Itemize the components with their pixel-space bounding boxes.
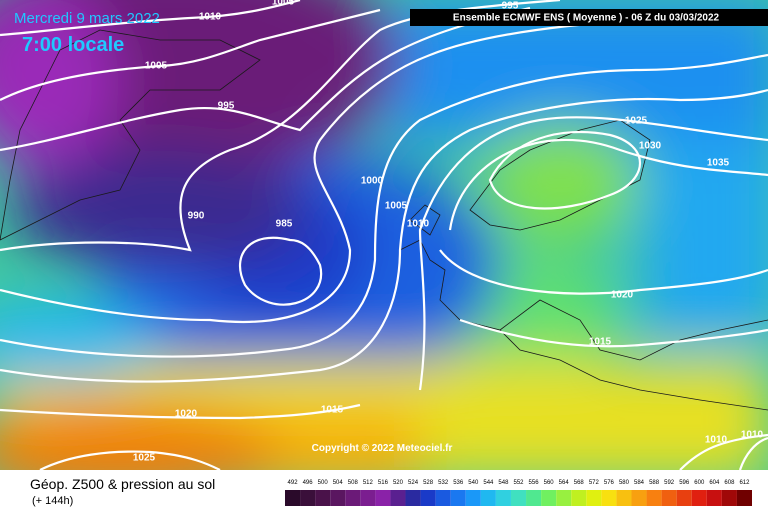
legend-label: 536 [453,480,464,486]
legend-swatch [616,490,632,506]
legend-label: 608 [724,480,735,486]
isobar-label: 1010 [705,435,728,446]
isobar-label: 1005 [385,201,408,212]
legend-swatch [586,490,602,506]
legend-label: 516 [378,480,389,486]
legend-swatch [300,490,316,506]
legend-label: 508 [348,480,359,486]
legend-swatch [435,490,451,506]
legend-swatch [661,490,677,506]
legend-label: 576 [604,480,615,486]
legend-swatch [510,490,527,506]
legend-label: 612 [739,480,750,486]
legend-label: 512 [363,480,374,486]
legend-swatch [676,490,692,506]
isobar-label: 1035 [707,158,730,169]
legend-label: 548 [498,480,509,486]
isobar-label: 1020 [611,290,634,301]
legend-swatch [541,490,557,506]
legend-swatch [495,490,511,506]
isobar-label: 1025 [625,116,648,127]
legend-label: 520 [393,480,404,486]
isobar-label: 1010 [199,12,222,23]
isobar-label: 1025 [133,453,156,464]
model-run: Ensemble ECMWF ENS ( Moyenne ) - 06 Z du… [453,13,720,24]
legend-swatch [691,490,707,506]
isobar-labels: 1005 995 1010 1005 995 990 985 1000 1005 1010 1025… [133,0,764,464]
legend-label: 600 [694,480,705,486]
legend-label: 560 [544,480,555,486]
legend-swatch [571,490,587,506]
legend-swatch [345,490,361,506]
legend-swatch [375,490,391,506]
isobar-label: 1005 [272,0,295,8]
isobar-label: 1030 [639,141,662,152]
legend-label: 556 [529,480,540,486]
legend-label: 604 [709,480,720,486]
legend-swatch [315,490,331,506]
legend-label: 552 [513,480,524,486]
legend-swatch [646,490,662,506]
color-legend: 492 496 500 504 508 512 516 520 524 528 532 536 540 5… [285,480,752,506]
legend-swatch [360,490,376,506]
legend-swatch [390,490,406,506]
isobar-label: 1015 [589,337,612,348]
forecast-time: 7:00 locale [22,34,124,56]
isobar-label: 1010 [407,219,430,230]
footer-subtitle: (+ 144h) [32,495,73,507]
legend-swatch [450,490,466,506]
legend-label: 524 [408,480,419,486]
legend-label: 528 [423,480,434,486]
isobar-label: 1015 [321,405,344,416]
legend-label: 496 [303,480,314,486]
legend-swatch [721,490,737,506]
forecast-date: Mercredi 9 mars 2022 [14,10,160,27]
copyright: Copyright © 2022 Meteociel.fr [312,443,453,454]
legend-label: 592 [664,480,675,486]
legend-swatch [601,490,617,506]
legend-swatch [736,490,752,506]
isobar-label: 995 [502,1,519,12]
model-banner [410,9,768,26]
legend-swatch [285,490,301,506]
footer-title: Géop. Z500 & pression au sol [30,476,215,492]
isobar-label: 1005 [145,61,168,72]
legend-swatch [330,490,346,506]
isobar-label: 990 [188,211,205,222]
legend-swatch [631,490,647,506]
legend-label: 568 [574,480,585,486]
legend-swatch [556,490,572,506]
isobar-label: 985 [276,219,293,230]
legend-label: 532 [438,480,449,486]
legend-label: 572 [589,480,600,486]
legend-label: 540 [468,480,479,486]
legend-swatch [706,490,722,506]
legend-label: 596 [679,480,690,486]
legend-label: 492 [288,480,299,486]
legend-label: 588 [649,480,660,486]
map-field: 1005 995 1010 1005 995 990 985 1000 1005 1010 1025… [0,0,768,470]
legend-swatch [526,490,542,506]
legend-swatch [405,490,421,506]
legend-swatch [480,490,496,506]
legend-label: 564 [559,480,570,486]
isobar-label: 1000 [361,176,384,187]
isobar-label: 1010 [741,430,764,441]
isobar-label: 995 [218,101,235,112]
legend-label: 504 [333,480,344,486]
legend-label: 584 [634,480,645,486]
legend-swatch [465,490,481,506]
legend-swatch [420,490,436,506]
legend-label: 544 [483,480,494,486]
legend-label: 580 [619,480,630,486]
isobar-label: 1020 [175,409,198,420]
legend-label: 500 [318,480,329,486]
